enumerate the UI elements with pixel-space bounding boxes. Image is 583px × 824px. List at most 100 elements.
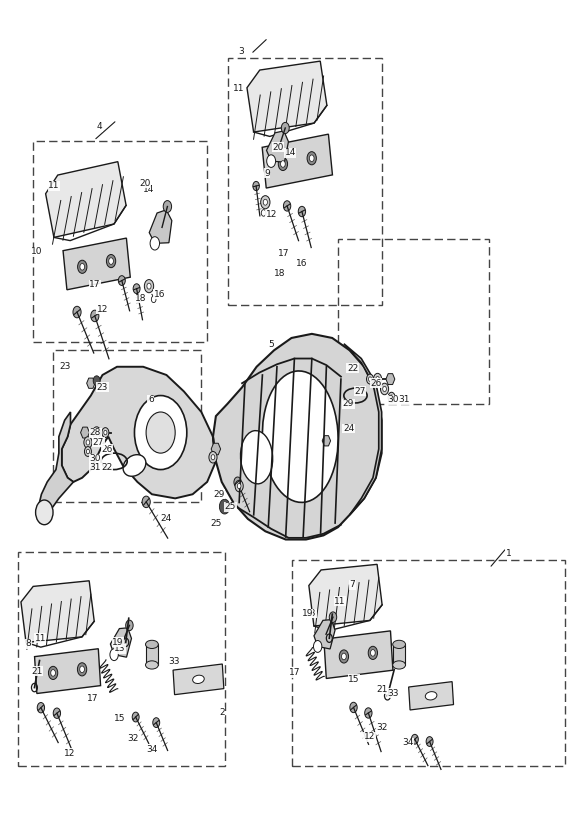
Circle shape — [211, 455, 215, 460]
Text: 32: 32 — [376, 723, 387, 732]
Circle shape — [278, 157, 287, 171]
Bar — [146, 644, 159, 665]
Circle shape — [132, 712, 139, 722]
Circle shape — [163, 200, 171, 213]
Text: 11: 11 — [233, 84, 245, 93]
Circle shape — [80, 666, 85, 672]
Circle shape — [307, 152, 317, 165]
Text: 9: 9 — [264, 169, 270, 178]
Circle shape — [368, 646, 378, 659]
Circle shape — [153, 718, 160, 728]
Text: 26: 26 — [370, 379, 381, 388]
Polygon shape — [21, 581, 94, 643]
Polygon shape — [110, 628, 132, 658]
Bar — [18, 552, 224, 765]
Polygon shape — [213, 334, 382, 540]
Text: 34: 34 — [146, 745, 157, 754]
Circle shape — [329, 612, 337, 622]
Text: 33: 33 — [168, 657, 180, 666]
Circle shape — [142, 496, 150, 508]
Text: 13: 13 — [114, 644, 126, 653]
Circle shape — [84, 437, 92, 448]
Text: 22: 22 — [347, 364, 358, 373]
Text: 27: 27 — [354, 387, 366, 396]
Text: 12: 12 — [265, 210, 277, 219]
Text: 4: 4 — [97, 122, 103, 131]
Polygon shape — [314, 620, 335, 649]
Text: 18: 18 — [135, 294, 146, 303]
Circle shape — [152, 296, 156, 302]
Circle shape — [298, 206, 305, 217]
Text: 1: 1 — [505, 549, 511, 558]
Circle shape — [371, 649, 375, 656]
Text: 3: 3 — [238, 47, 244, 56]
Text: 31: 31 — [398, 396, 409, 404]
Ellipse shape — [146, 661, 159, 669]
Polygon shape — [173, 664, 224, 695]
Text: 17: 17 — [87, 694, 99, 703]
Text: 29: 29 — [343, 400, 354, 408]
Text: 21: 21 — [376, 685, 387, 694]
Polygon shape — [344, 344, 382, 515]
Polygon shape — [309, 564, 382, 626]
Circle shape — [282, 123, 289, 133]
Text: 15: 15 — [114, 714, 126, 723]
Circle shape — [133, 283, 140, 293]
Text: 32: 32 — [128, 734, 139, 743]
Circle shape — [150, 236, 160, 250]
Circle shape — [283, 201, 291, 211]
Circle shape — [93, 376, 100, 386]
Text: 14: 14 — [285, 148, 296, 157]
Circle shape — [110, 648, 118, 661]
Ellipse shape — [192, 675, 204, 684]
Circle shape — [382, 386, 387, 391]
Polygon shape — [38, 412, 73, 523]
Polygon shape — [211, 443, 220, 455]
Text: 24: 24 — [161, 514, 172, 523]
Text: 26: 26 — [101, 444, 113, 453]
Text: 25: 25 — [210, 518, 222, 527]
Circle shape — [365, 708, 372, 719]
Text: 17: 17 — [89, 280, 101, 289]
Bar — [53, 350, 201, 503]
Text: 19: 19 — [301, 609, 313, 618]
Text: 13: 13 — [305, 609, 317, 618]
Text: 19: 19 — [113, 638, 124, 647]
Polygon shape — [45, 162, 126, 237]
Polygon shape — [266, 131, 289, 162]
Circle shape — [104, 430, 107, 435]
Polygon shape — [149, 210, 172, 243]
Circle shape — [426, 737, 433, 747]
Text: 23: 23 — [97, 383, 108, 392]
Circle shape — [78, 260, 87, 274]
Circle shape — [374, 373, 382, 385]
Circle shape — [118, 276, 125, 285]
Text: 18: 18 — [274, 269, 286, 279]
Circle shape — [235, 480, 243, 492]
Text: 27: 27 — [93, 438, 104, 447]
Circle shape — [146, 412, 175, 453]
Circle shape — [78, 662, 87, 676]
Text: 12: 12 — [97, 305, 108, 314]
Circle shape — [91, 310, 99, 321]
Circle shape — [86, 440, 90, 445]
Circle shape — [107, 255, 115, 268]
Circle shape — [388, 392, 395, 402]
Text: 16: 16 — [296, 260, 308, 269]
Text: 11: 11 — [334, 597, 346, 606]
Text: 11: 11 — [48, 181, 60, 190]
Text: 34: 34 — [402, 738, 413, 747]
Circle shape — [109, 258, 113, 265]
Polygon shape — [87, 378, 95, 388]
Text: 24: 24 — [343, 424, 354, 433]
Circle shape — [53, 708, 61, 719]
Text: 30: 30 — [90, 454, 101, 463]
Ellipse shape — [146, 640, 159, 648]
Polygon shape — [322, 436, 331, 446]
Circle shape — [390, 395, 393, 400]
Circle shape — [126, 620, 133, 630]
Circle shape — [237, 484, 241, 489]
Text: 2: 2 — [219, 708, 224, 717]
Ellipse shape — [241, 431, 273, 484]
Circle shape — [264, 199, 268, 205]
